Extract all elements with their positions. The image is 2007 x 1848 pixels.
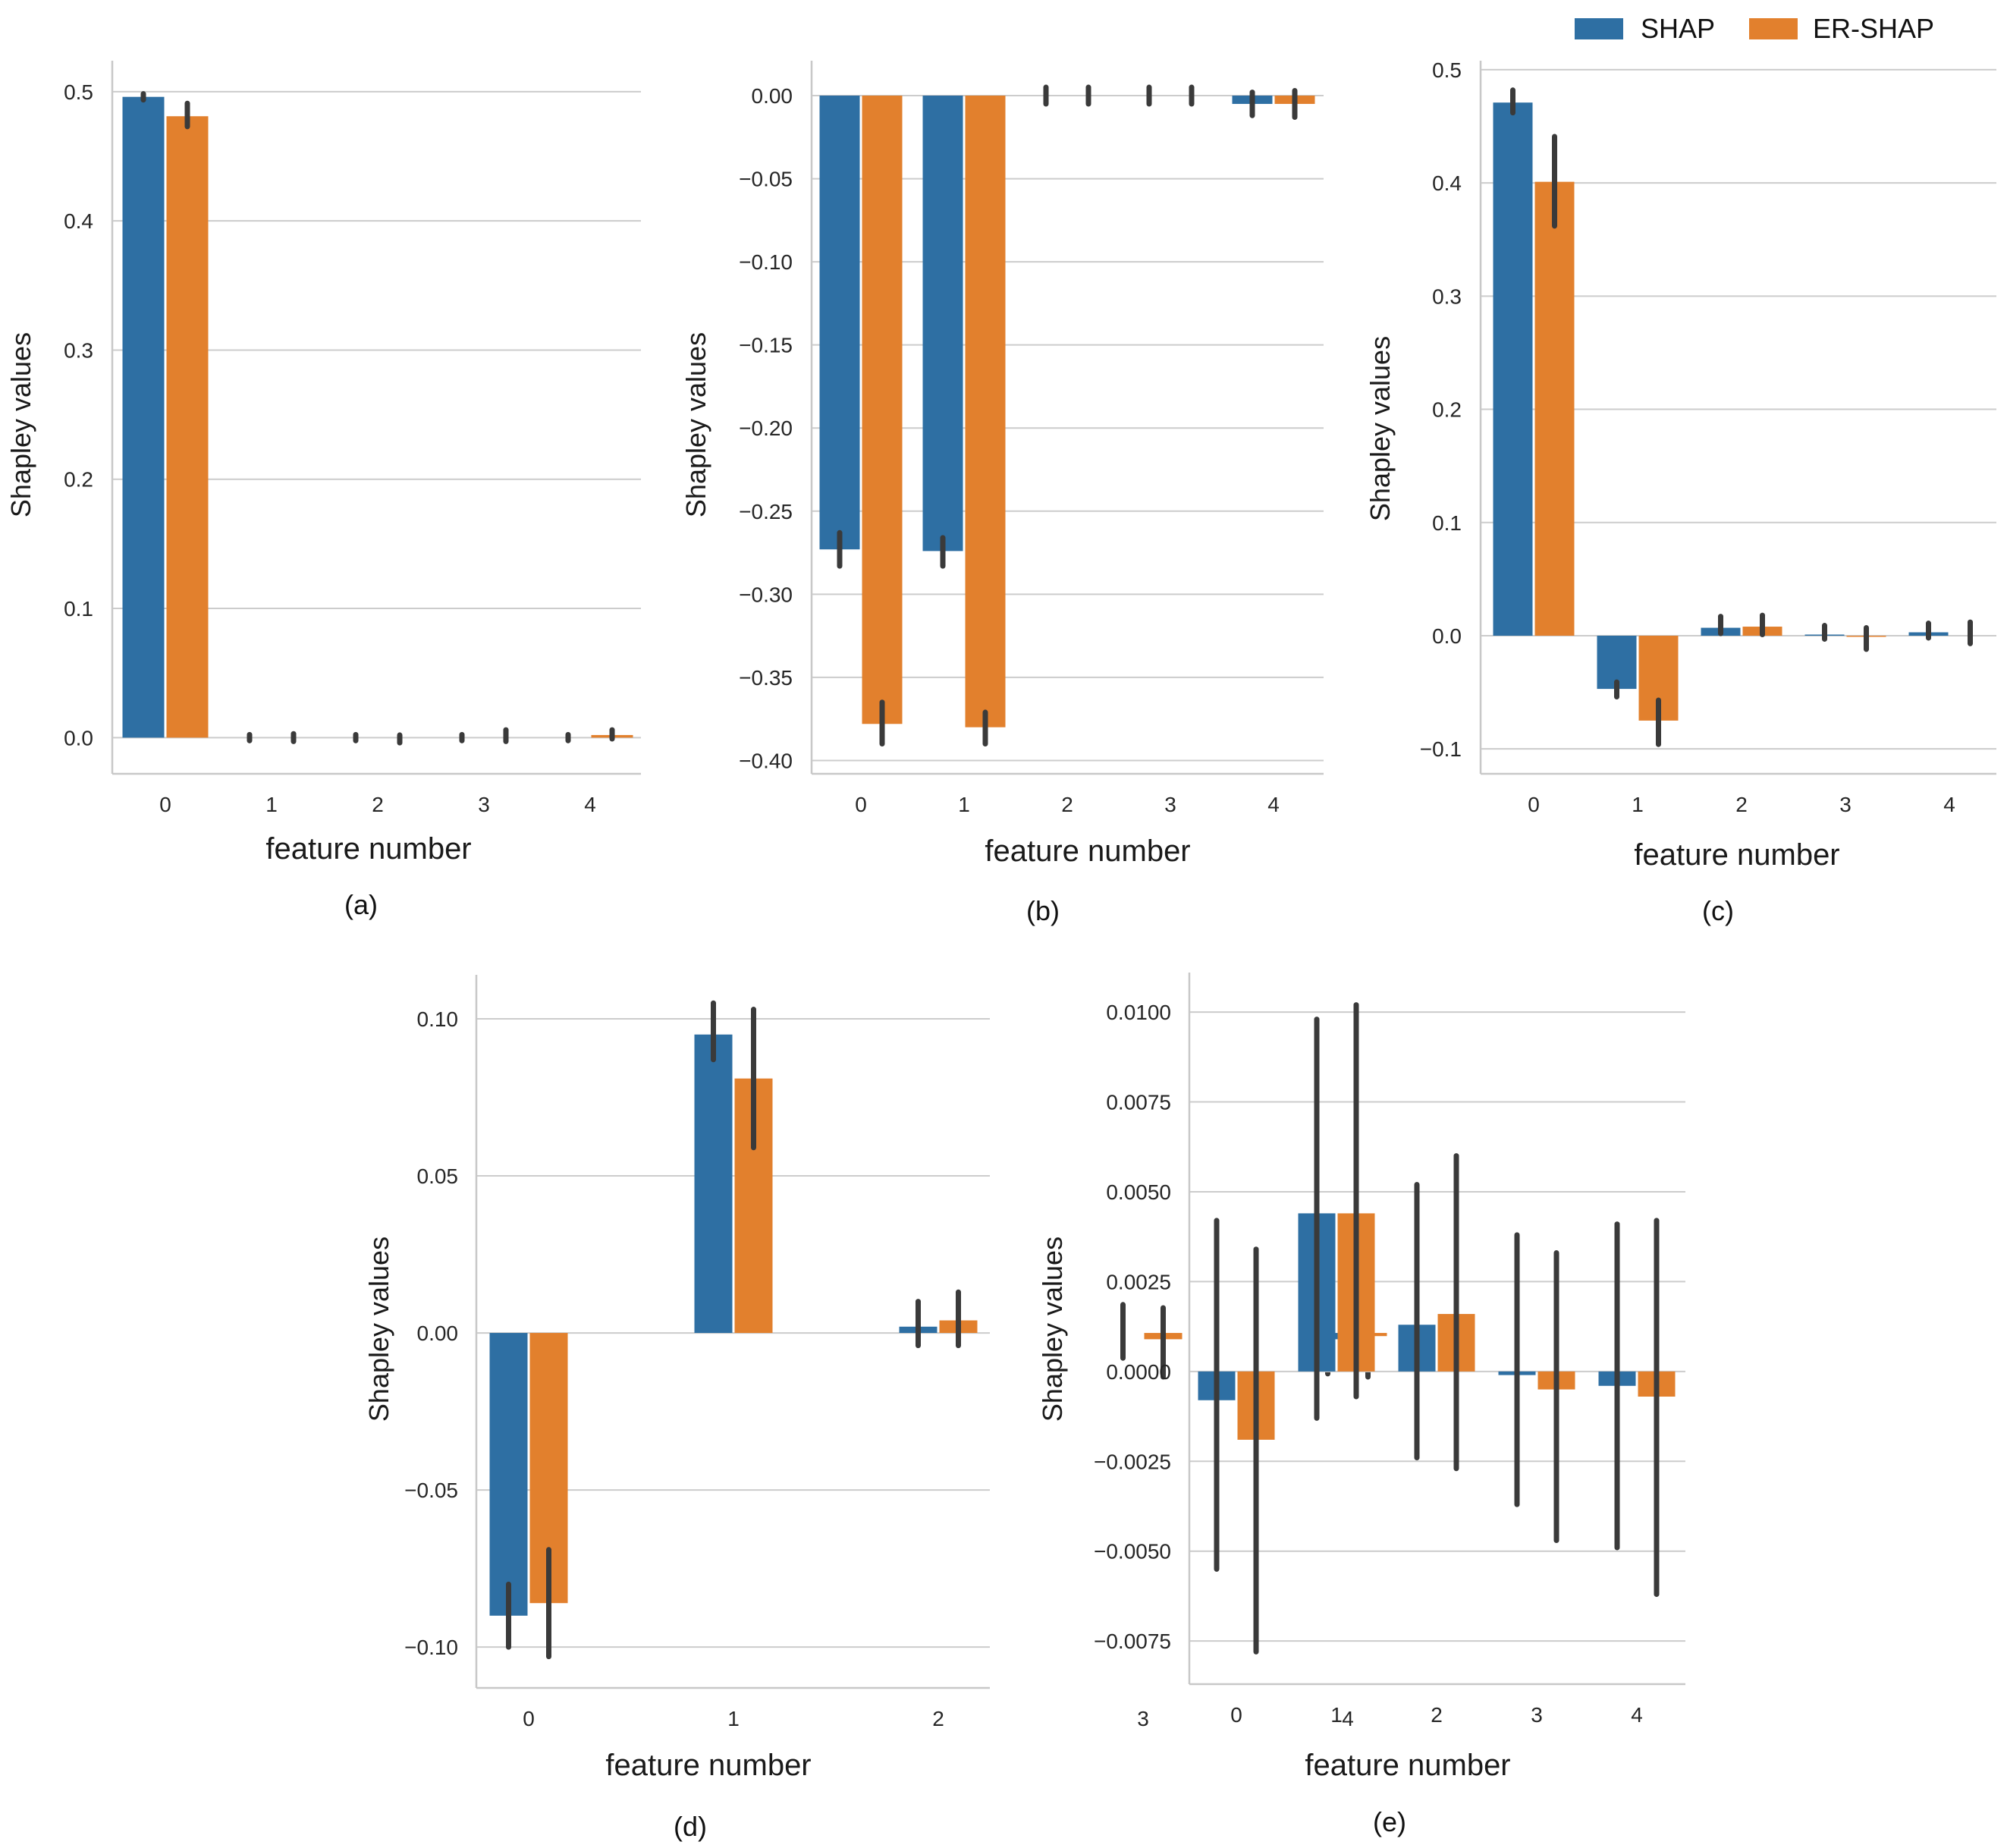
bar-shap xyxy=(819,96,860,550)
panel-caption: (d) xyxy=(674,1811,707,1842)
y-tick-label: −0.0025 xyxy=(1094,1450,1171,1473)
x-tick-label: 0 xyxy=(1230,1703,1242,1727)
x-axis-label: feature number xyxy=(1634,838,1839,872)
y-tick-label: 0.0050 xyxy=(1106,1180,1171,1204)
x-tick-label: 0 xyxy=(159,793,171,816)
legend-label-ershap: ER-SHAP xyxy=(1813,13,1934,44)
y-tick-label: −0.20 xyxy=(739,416,793,440)
y-tick-label: −0.05 xyxy=(739,168,793,191)
y-tick-label: 0.0075 xyxy=(1106,1091,1171,1114)
bar-ershap xyxy=(862,96,903,724)
panel-caption: (c) xyxy=(1702,895,1734,926)
bar-ershap xyxy=(166,116,209,738)
y-tick-label: 0.3 xyxy=(64,338,93,362)
x-tick-label: 2 xyxy=(1061,793,1073,816)
bar-shap xyxy=(694,1034,733,1334)
bar-ershap xyxy=(1534,181,1575,636)
bar-shap xyxy=(122,96,165,738)
y-tick-label: 0.0 xyxy=(1432,624,1462,648)
x-tick-label: 4 xyxy=(1943,793,1955,816)
y-axis-label: Shapley values xyxy=(1037,1237,1068,1422)
x-axis-label: feature number xyxy=(985,834,1190,868)
x-tick-label: 2 xyxy=(372,793,384,816)
y-axis-label: Shapley values xyxy=(1365,336,1396,521)
x-tick-label: 1 xyxy=(958,793,970,816)
x-tick-label: 1 xyxy=(1632,793,1644,816)
y-tick-label: 0.00 xyxy=(417,1322,459,1345)
x-axis-label: feature number xyxy=(605,1749,811,1782)
x-tick-label: 2 xyxy=(1735,793,1748,816)
y-tick-label: −0.10 xyxy=(739,250,793,274)
y-tick-label: 0.1 xyxy=(1432,511,1462,535)
legend-swatch-shap xyxy=(1575,18,1623,39)
panel-a: 0.0 0.1 0.2 0.3 0.4 0.5 0 1 2 3 4 Shapley values fea… xyxy=(5,61,641,920)
y-tick-label: −0.0050 xyxy=(1094,1540,1171,1564)
panel-caption: (b) xyxy=(1026,895,1060,926)
panel-e: 0.0100 0.0075 0.0050 0.0025 0.0000 −0.0025 −0.… xyxy=(1037,973,1685,1837)
x-tick-label: 1 xyxy=(727,1707,740,1730)
y-tick-label: 0.10 xyxy=(417,1007,459,1031)
y-tick-label: −0.25 xyxy=(739,500,793,523)
x-tick-label: 4 xyxy=(1631,1703,1643,1727)
x-tick-label: 2 xyxy=(932,1707,944,1730)
bar-shap xyxy=(922,96,963,552)
y-tick-label: 0.4 xyxy=(1432,171,1462,195)
x-tick-label: 2 xyxy=(1431,1703,1443,1727)
y-tick-label: 0.1 xyxy=(64,597,93,621)
y-axis-label: Shapley values xyxy=(680,332,711,517)
x-tick-label: 4 xyxy=(1342,1707,1354,1730)
bar-shap xyxy=(489,1333,528,1616)
y-tick-label: −0.30 xyxy=(739,583,793,606)
y-tick-label: −0.15 xyxy=(739,334,793,357)
x-tick-label: 1 xyxy=(1330,1703,1343,1727)
x-tick-label: 3 xyxy=(1531,1703,1543,1727)
x-axis-label: feature number xyxy=(265,832,471,866)
y-tick-label: 0.5 xyxy=(64,80,93,104)
y-tick-label: −0.40 xyxy=(739,749,793,772)
y-tick-label: 0.00 xyxy=(752,84,793,108)
y-axis-label: Shapley values xyxy=(5,332,36,517)
x-axis-label: feature number xyxy=(1305,1749,1510,1782)
x-tick-label: 1 xyxy=(265,793,278,816)
y-tick-label: 0.2 xyxy=(1432,398,1462,422)
panel-b: 0.00 −0.05 −0.10 −0.15 −0.20 −0.25 −0.30 −0.35 −… xyxy=(680,61,1324,926)
x-tick-label: 3 xyxy=(478,793,490,816)
x-tick-label: 0 xyxy=(523,1707,535,1730)
x-tick-label: 4 xyxy=(1267,793,1280,816)
x-tick-label: 3 xyxy=(1839,793,1852,816)
x-tick-label: 0 xyxy=(1528,793,1540,816)
y-tick-label: 0.0000 xyxy=(1106,1360,1171,1384)
y-tick-label: 0.5 xyxy=(1432,58,1462,82)
panel-c: −0.1 0.0 0.1 0.2 0.3 0.4 0.5 0 1 2 3 4 Shapley value… xyxy=(1365,58,1996,926)
x-tick-label: 0 xyxy=(855,793,867,816)
y-tick-label: 0.05 xyxy=(417,1164,459,1188)
y-tick-label: −0.35 xyxy=(739,666,793,690)
legend: SHAP ER-SHAP xyxy=(1575,13,1934,44)
y-tick-label: 0.2 xyxy=(64,468,93,492)
legend-label-shap: SHAP xyxy=(1641,13,1715,44)
y-tick-label: −0.0075 xyxy=(1094,1630,1171,1653)
y-tick-label: 0.0100 xyxy=(1106,1001,1171,1024)
y-tick-label: 0.0025 xyxy=(1106,1270,1171,1293)
y-tick-label: 0.4 xyxy=(64,209,93,233)
x-tick-label: 4 xyxy=(584,793,596,816)
x-tick-label: 3 xyxy=(1164,793,1176,816)
bar-ershap xyxy=(965,96,1006,728)
y-axis-label: Shapley values xyxy=(363,1237,394,1422)
y-tick-label: −0.10 xyxy=(404,1636,458,1659)
y-tick-label: 0.0 xyxy=(64,726,93,750)
bar-shap xyxy=(1493,102,1533,636)
y-tick-label: 0.3 xyxy=(1432,284,1462,308)
y-tick-label: −0.1 xyxy=(1420,737,1462,761)
panel-caption: (a) xyxy=(344,889,378,920)
x-tick-label: 3 xyxy=(1137,1707,1149,1730)
y-tick-label: −0.05 xyxy=(404,1479,458,1502)
panel-caption: (e) xyxy=(1373,1806,1406,1837)
legend-swatch-ershap xyxy=(1749,18,1798,39)
